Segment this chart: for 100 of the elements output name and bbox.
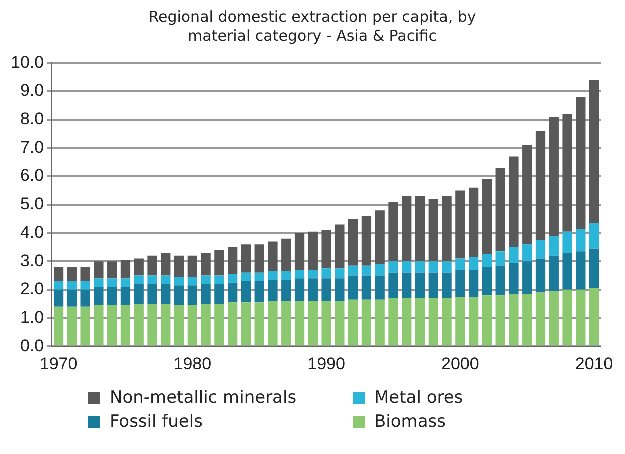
chart-title: Regional domestic extraction per capita, by material category - Asia & Pacific <box>148 8 478 46</box>
bar <box>482 179 492 254</box>
y-tick-label: 6.0 <box>20 166 44 186</box>
bar <box>456 258 466 270</box>
bar <box>496 296 506 346</box>
bar <box>254 302 264 346</box>
bar <box>415 262 426 273</box>
bar <box>362 276 372 300</box>
y-tick-label: 0.0 <box>20 336 44 356</box>
bar <box>80 281 90 290</box>
bar <box>80 267 90 282</box>
bar <box>322 301 332 346</box>
bar <box>148 276 158 284</box>
bar <box>388 272 398 298</box>
bar <box>188 286 198 306</box>
x-tick-label: 2010 <box>575 354 614 374</box>
bar <box>562 114 572 232</box>
bar <box>509 247 519 263</box>
bar <box>228 302 238 346</box>
bar <box>428 298 438 346</box>
bar <box>362 216 372 266</box>
y-tick-label: 4.0 <box>20 222 44 242</box>
bar <box>120 260 131 279</box>
bar <box>576 97 586 229</box>
bar <box>148 284 158 304</box>
y-tick-label: 9.0 <box>20 81 44 100</box>
bar <box>402 262 412 273</box>
y-tick-label: 2.0 <box>20 280 44 299</box>
bar <box>268 280 278 302</box>
bar <box>294 278 305 302</box>
x-tick-label: 1980 <box>174 354 212 374</box>
y-tick-label: 5.0 <box>20 194 44 214</box>
bar <box>335 301 345 346</box>
bar <box>308 232 318 270</box>
bar <box>161 276 171 284</box>
bar <box>254 281 264 303</box>
bar <box>589 288 600 346</box>
bar <box>428 199 438 262</box>
bar <box>201 253 211 276</box>
bar <box>134 276 144 284</box>
bar <box>108 287 118 306</box>
bar <box>174 256 184 278</box>
bar <box>509 294 519 346</box>
bar <box>348 276 358 300</box>
bar <box>549 256 559 292</box>
bar <box>335 224 345 269</box>
bar <box>549 291 559 346</box>
bar <box>228 247 238 274</box>
bar <box>120 306 131 346</box>
bar <box>188 277 198 286</box>
bar <box>268 272 278 280</box>
bar <box>456 297 466 346</box>
bar <box>388 262 398 273</box>
bar <box>67 267 77 282</box>
bar <box>108 262 118 279</box>
bar <box>375 276 385 300</box>
bar <box>254 272 264 282</box>
bar <box>362 300 372 346</box>
bar <box>67 306 77 346</box>
bar <box>562 290 572 346</box>
bar <box>201 284 211 304</box>
legend-label: Metal ores <box>374 388 464 408</box>
bar <box>214 276 224 284</box>
bar <box>415 196 426 262</box>
bar <box>188 256 198 278</box>
bar <box>214 304 224 346</box>
bar <box>468 297 479 346</box>
bar <box>294 233 305 270</box>
bar <box>214 284 224 304</box>
bar <box>576 228 586 252</box>
bar <box>241 244 252 273</box>
bar <box>375 210 385 264</box>
bar <box>282 272 292 280</box>
bar <box>241 281 252 303</box>
bar <box>134 304 144 346</box>
x-tick-label: 1990 <box>308 354 346 374</box>
y-tick-label: 1.0 <box>20 308 44 327</box>
bar <box>402 298 412 346</box>
bar <box>362 266 372 276</box>
bar <box>536 131 546 240</box>
y-tick-label: 8.0 <box>20 110 44 129</box>
bar <box>188 306 198 346</box>
bar <box>120 287 131 306</box>
bar <box>496 266 506 296</box>
y-tick-label: 10.0 <box>10 52 44 72</box>
bar <box>402 196 412 262</box>
bar <box>576 252 586 290</box>
bar <box>148 256 158 276</box>
bar <box>562 253 572 290</box>
x-tick-label: 2000 <box>442 354 480 374</box>
bar <box>161 253 171 276</box>
bar <box>402 272 412 298</box>
bar <box>482 254 492 268</box>
bar <box>348 219 358 266</box>
bar <box>442 272 452 298</box>
bar <box>134 284 144 304</box>
bar <box>348 266 358 276</box>
bar <box>308 278 318 302</box>
bar <box>161 304 171 346</box>
bar <box>482 296 492 346</box>
